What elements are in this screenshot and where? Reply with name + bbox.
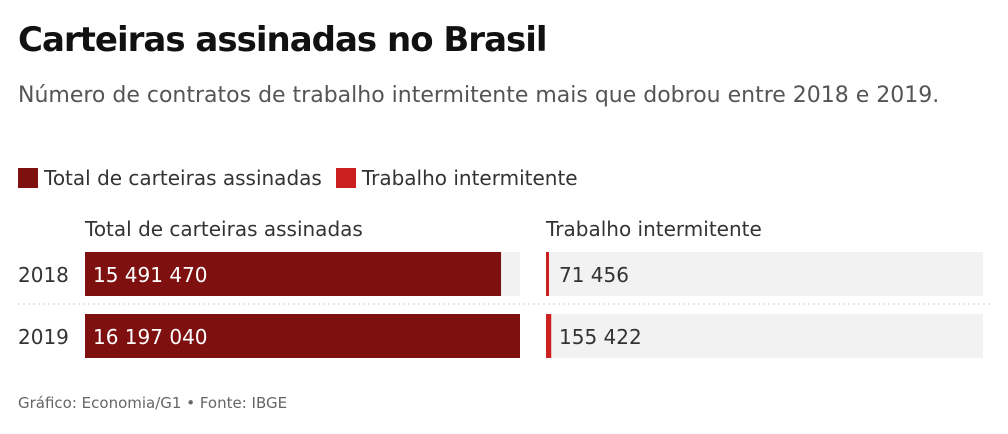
- legend-swatch-total: [18, 168, 38, 188]
- data-label: 155 422: [559, 325, 642, 349]
- panel-title-1: Total de carteiras assinadas: [84, 217, 363, 241]
- source-note: Gráfico: Economia/G1 • Fonte: IBGE: [18, 394, 288, 412]
- panel-title-2: Trabalho intermitente: [545, 217, 762, 241]
- legend: Total de carteiras assinadas Trabalho in…: [18, 166, 592, 190]
- category-label-2018: 2018: [18, 263, 69, 287]
- bar: [546, 314, 552, 358]
- bar-chart: Total de carteiras assinadas Trabalho int…: [18, 217, 990, 358]
- bar-track: [546, 252, 983, 296]
- chart-title: Carteiras assinadas no Brasil: [18, 20, 548, 60]
- legend-item-intermitente: Trabalho intermitente: [335, 166, 578, 190]
- category-label-2019: 2019: [18, 325, 69, 349]
- data-label: 16 197 040: [93, 325, 208, 349]
- bar: [85, 314, 520, 358]
- legend-item-total: Total de carteiras assinadas: [18, 166, 322, 190]
- chart-subtitle: Número de contratos de trabalho intermit…: [18, 83, 940, 108]
- bar: [546, 252, 549, 296]
- data-label: 15 491 470: [93, 263, 208, 287]
- legend-swatch-intermitente: [335, 168, 356, 188]
- data-label: 71 456: [559, 263, 629, 287]
- legend-label-total: Total de carteiras assinadas: [44, 166, 322, 190]
- bar-track: [546, 314, 983, 358]
- bar: [85, 252, 502, 296]
- legend-label-intermitente: Trabalho intermitente: [361, 166, 578, 190]
